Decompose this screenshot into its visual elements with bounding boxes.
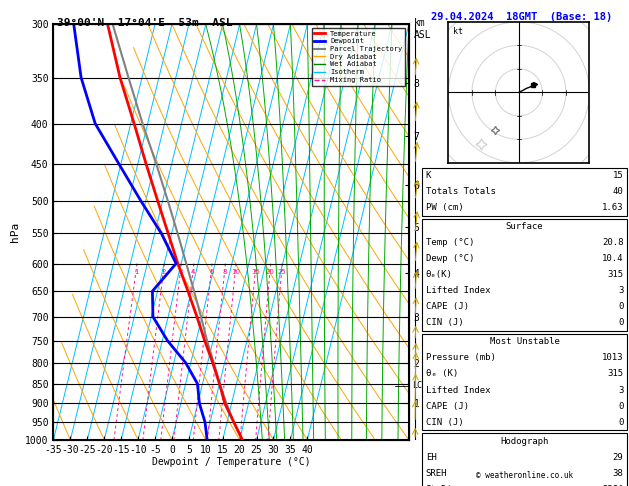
Text: 3: 3 — [618, 385, 623, 395]
Text: km
ASL: km ASL — [414, 18, 431, 39]
Text: Lifted Index: Lifted Index — [426, 385, 491, 395]
Text: StmDir: StmDir — [426, 485, 458, 486]
Text: 3: 3 — [618, 286, 623, 295]
Text: Most Unstable: Most Unstable — [489, 337, 560, 347]
Text: 2: 2 — [162, 269, 166, 275]
Text: Totals Totals: Totals Totals — [426, 187, 496, 196]
Text: 1013: 1013 — [602, 353, 623, 363]
Text: 315: 315 — [607, 369, 623, 379]
Text: © weatheronline.co.uk: © weatheronline.co.uk — [476, 471, 573, 480]
Text: 1: 1 — [134, 269, 138, 275]
Text: Lifted Index: Lifted Index — [426, 286, 491, 295]
Text: Temp (°C): Temp (°C) — [426, 238, 474, 247]
Text: 0: 0 — [618, 401, 623, 411]
Text: 1.63: 1.63 — [602, 203, 623, 212]
Text: 0: 0 — [618, 417, 623, 427]
Text: 39°00'N  17°04'E  53m  ASL: 39°00'N 17°04'E 53m ASL — [57, 18, 232, 28]
Text: CIN (J): CIN (J) — [426, 318, 464, 328]
Text: 15: 15 — [251, 269, 260, 275]
Text: CIN (J): CIN (J) — [426, 417, 464, 427]
Text: 0: 0 — [618, 302, 623, 312]
Text: 15: 15 — [613, 171, 623, 180]
Text: 8: 8 — [223, 269, 227, 275]
Text: 3: 3 — [179, 269, 183, 275]
Text: 315: 315 — [607, 270, 623, 279]
Text: 10: 10 — [231, 269, 240, 275]
Text: Dewp (°C): Dewp (°C) — [426, 254, 474, 263]
Text: LCL: LCL — [413, 381, 427, 390]
Text: 29: 29 — [613, 452, 623, 462]
Text: 238°: 238° — [602, 485, 623, 486]
Text: 40: 40 — [613, 187, 623, 196]
Text: 10.4: 10.4 — [602, 254, 623, 263]
Text: θₑ(K): θₑ(K) — [426, 270, 453, 279]
Text: Hodograph: Hodograph — [501, 436, 548, 446]
Text: EH: EH — [426, 452, 437, 462]
Text: Pressure (mb): Pressure (mb) — [426, 353, 496, 363]
Text: 6: 6 — [209, 269, 214, 275]
X-axis label: Dewpoint / Temperature (°C): Dewpoint / Temperature (°C) — [152, 457, 311, 468]
Text: 25: 25 — [277, 269, 286, 275]
Text: CAPE (J): CAPE (J) — [426, 401, 469, 411]
Legend: Temperature, Dewpoint, Parcel Trajectory, Dry Adiabat, Wet Adiabat, Isotherm, Mi: Temperature, Dewpoint, Parcel Trajectory… — [311, 28, 405, 86]
Text: SREH: SREH — [426, 469, 447, 478]
Text: PW (cm): PW (cm) — [426, 203, 464, 212]
Text: 0: 0 — [618, 318, 623, 328]
Text: 38: 38 — [613, 469, 623, 478]
Text: 4: 4 — [191, 269, 196, 275]
Text: K: K — [426, 171, 431, 180]
Text: kt: kt — [453, 27, 463, 35]
Text: Surface: Surface — [506, 222, 543, 231]
Text: 20.8: 20.8 — [602, 238, 623, 247]
Text: CAPE (J): CAPE (J) — [426, 302, 469, 312]
Text: θₑ (K): θₑ (K) — [426, 369, 458, 379]
Text: 29.04.2024  18GMT  (Base: 18): 29.04.2024 18GMT (Base: 18) — [431, 12, 612, 22]
Text: 20: 20 — [265, 269, 275, 275]
Y-axis label: hPa: hPa — [9, 222, 19, 242]
